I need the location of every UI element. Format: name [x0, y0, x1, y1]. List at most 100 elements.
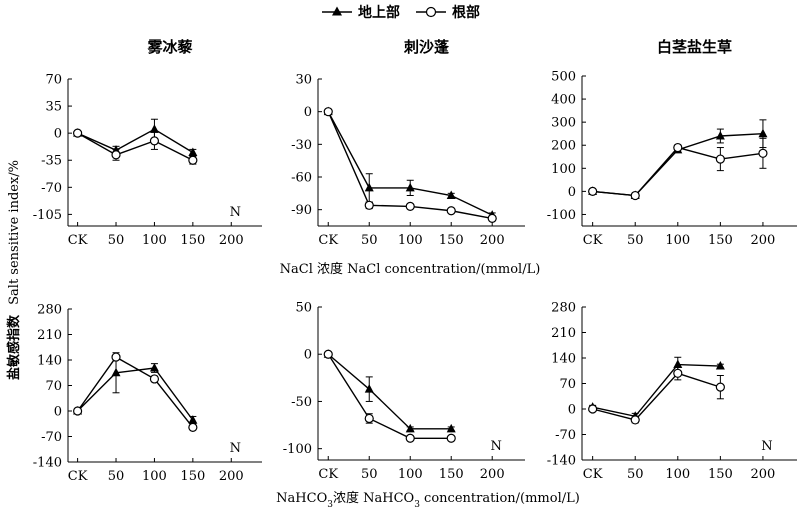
- y-tick-label: -100: [283, 442, 312, 457]
- data-point-circle: [364, 413, 374, 424]
- y-tick-label: -105: [33, 208, 62, 223]
- x-tick-label: CK: [318, 233, 338, 248]
- y-tick-label: 0: [54, 405, 62, 420]
- x-tick-label: 50: [361, 467, 378, 482]
- y-tick-label: 70: [559, 377, 576, 392]
- y-tick-label: 280: [37, 303, 62, 318]
- x-tick-label: CK: [583, 467, 603, 482]
- data-point-triangle: [715, 361, 725, 370]
- y-tick-label: 0: [304, 105, 312, 120]
- y-tick-label: 500: [551, 70, 576, 85]
- x-tick-label: 50: [108, 469, 125, 484]
- x-tick-label: 200: [480, 233, 505, 248]
- data-point-circle: [364, 200, 374, 210]
- legend-aboveground-label: 地上部: [358, 4, 400, 21]
- data-point-circle: [111, 150, 121, 160]
- panel-title: 雾冰藜: [146, 38, 193, 56]
- x-tick-label: 200: [219, 233, 244, 248]
- x-tick-label: 50: [108, 233, 125, 248]
- data-point-circle: [323, 107, 333, 117]
- y-tick-label: -60: [291, 171, 312, 186]
- x-axis-label-nahco3-part3: concentration/(mmol/L): [420, 491, 580, 506]
- data-point-triangle: [188, 147, 198, 156]
- data-point-triangle: [673, 359, 683, 369]
- y-axis-label-en: Salt sensitive index/%: [7, 160, 22, 305]
- chart-panel: 雾冰藜 -105 -70 -35 0 35 70 CK 50 100 150 200 N: [33, 38, 262, 248]
- x-tick-label: 150: [180, 469, 205, 484]
- data-point-circle: [715, 382, 725, 392]
- y-axis-label-cn: 盐敏感指数: [6, 314, 22, 380]
- series-line-root: [77, 132, 194, 161]
- y-tick-label: 280: [551, 301, 576, 316]
- chart-panel: 白茎盐生草 -100 0 100 200 300 400 500 CK 50 100 150 200: [547, 38, 797, 248]
- data-point-circle: [446, 433, 456, 443]
- x-axis-label-nahco3-part2: 浓度 NaHCO: [333, 490, 414, 506]
- data-point-circle: [188, 422, 198, 432]
- x-tick-label: 150: [439, 467, 464, 482]
- y-tick-label: 100: [551, 162, 576, 177]
- data-point-circle: [405, 433, 415, 443]
- svg-text:盐敏感指数 Salt sensitive ind: 盐敏感指数 Salt sensitive index/%: [6, 160, 22, 380]
- y-tick-label: 35: [45, 100, 62, 115]
- y-tick-label: 200: [551, 139, 576, 154]
- y-tick-label: 210: [551, 326, 576, 341]
- series-line-root: [592, 372, 721, 421]
- legend: 地上部 根部: [322, 4, 480, 21]
- data-point-circle: [487, 213, 497, 223]
- n-marker: N: [230, 441, 241, 456]
- y-tick-label: 50: [295, 301, 312, 316]
- y-tick-label: 400: [551, 93, 576, 108]
- series-line-root: [77, 356, 194, 428]
- x-tick-label: 100: [142, 469, 167, 484]
- x-axis-label-nahco3-sub2: 3: [414, 500, 420, 510]
- y-tick-label: 210: [37, 328, 62, 343]
- legend-root-label: 根部: [452, 4, 480, 21]
- y-tick-label: -70: [555, 428, 576, 443]
- x-axis-label-nahco3-sub1: 3: [327, 500, 333, 510]
- x-tick-label: 50: [627, 467, 644, 482]
- data-point-triangle: [758, 128, 768, 138]
- data-point-circle: [715, 154, 725, 164]
- x-tick-label: 50: [627, 233, 644, 248]
- x-tick-label: 150: [439, 233, 464, 248]
- panel-title: 刺沙蓬: [404, 38, 450, 56]
- y-tick-label: -70: [41, 430, 62, 445]
- data-point-triangle: [405, 182, 415, 192]
- data-point-circle: [673, 142, 683, 153]
- x-tick-label: 150: [180, 233, 205, 248]
- data-point-triangle: [149, 363, 159, 372]
- x-tick-label: 150: [708, 233, 733, 248]
- data-point-circle: [588, 186, 598, 196]
- data-point-circle: [588, 404, 598, 414]
- y-tick-label: -30: [291, 138, 312, 153]
- y-tick-label: 30: [295, 73, 312, 88]
- x-tick-label: 100: [398, 467, 423, 482]
- data-point-triangle: [446, 190, 456, 200]
- x-axis-label-nahco3-part1: NaHCO: [276, 491, 327, 506]
- x-tick-label: 50: [361, 233, 378, 248]
- data-point-circle: [111, 352, 121, 362]
- x-tick-label: 200: [219, 469, 244, 484]
- x-tick-label: CK: [318, 467, 338, 482]
- panel-title: 白茎盐生草: [657, 38, 732, 56]
- legend-circle-icon: [425, 6, 437, 18]
- data-point-triangle: [364, 384, 374, 393]
- x-tick-label: CK: [68, 469, 88, 484]
- data-point-circle: [758, 148, 768, 158]
- series-line-aboveground: [327, 111, 493, 216]
- y-tick-label: 70: [45, 73, 62, 88]
- y-tick-label: 140: [551, 352, 576, 367]
- data-point-circle: [630, 190, 640, 201]
- y-axis-label: 盐敏感指数 Salt sensitive index/%: [6, 160, 22, 380]
- x-axis-label-nacl: NaCl 浓度 NaCl concentration/(mmol/L): [280, 261, 541, 277]
- y-tick-label: 140: [37, 354, 62, 369]
- series-line-aboveground: [77, 128, 194, 154]
- chart-panel: 刺沙蓬 -90 -60 -30 0 30 CK 50 100 150 200: [291, 38, 525, 248]
- y-tick-label: -35: [41, 154, 62, 169]
- y-tick-label: 0: [568, 185, 576, 200]
- x-tick-label: CK: [68, 233, 88, 248]
- data-point-circle: [149, 136, 160, 146]
- series-line-root: [327, 353, 452, 439]
- x-tick-label: 200: [480, 467, 505, 482]
